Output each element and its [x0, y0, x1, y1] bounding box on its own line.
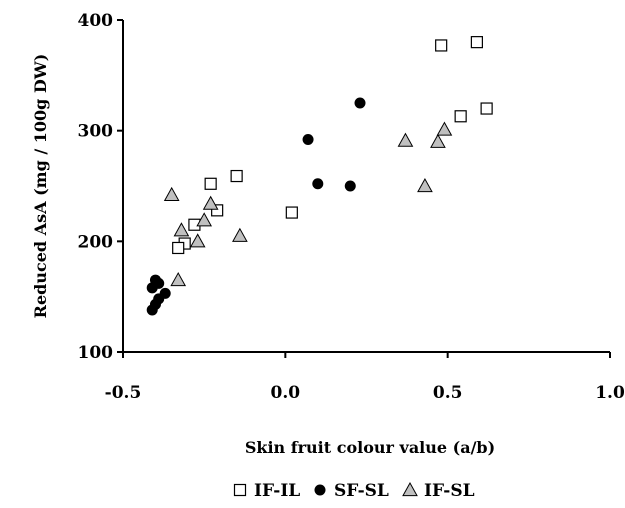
axes — [122, 20, 610, 353]
data-point-if-sl — [397, 132, 414, 147]
x-tick-label: 0.5 — [433, 383, 463, 403]
legend-label-sf-sl: SF-SL — [334, 481, 389, 501]
data-point-if-il — [285, 206, 298, 219]
y-tick-label: 300 — [78, 122, 114, 142]
data-point-if-sl — [232, 227, 248, 242]
data-point-if-il — [454, 110, 467, 123]
y-tick-label: 100 — [78, 343, 114, 363]
data-points — [146, 36, 493, 316]
ticks: -0.5 0.0 0.5 1.0 100 200 300 400 — [78, 11, 625, 403]
y-tick-label: 200 — [78, 232, 114, 252]
legend-marker-if-sl — [402, 481, 418, 497]
data-point-sf-sl — [312, 178, 324, 190]
legend-marker-sf-sl — [314, 484, 326, 496]
x-axis-title: Skin fruit colour value (a/b) — [245, 438, 495, 457]
data-point-if-il — [172, 241, 185, 255]
data-point-sf-sl — [302, 134, 314, 146]
data-point-sf-sl — [344, 180, 356, 192]
data-point-if-sl — [202, 195, 219, 210]
data-point-sf-sl — [146, 304, 158, 316]
y-tick-label: 400 — [78, 11, 114, 31]
data-point-if-il — [480, 102, 493, 115]
data-point-if-sl — [163, 186, 180, 201]
data-point-if-sl — [170, 272, 187, 287]
data-point-if-sl — [417, 177, 433, 193]
legend: IF-IL SF-SL IF-SL — [233, 481, 475, 501]
data-point-if-sl — [173, 222, 190, 237]
data-point-if-sl — [436, 121, 453, 136]
data-point-if-il — [211, 204, 224, 217]
legend-label-if-il: IF-IL — [254, 481, 300, 501]
x-tick-label: -0.5 — [105, 383, 142, 403]
data-point-if-sl — [430, 133, 446, 148]
data-point-if-sl — [189, 233, 206, 248]
legend-label-if-sl: IF-SL — [424, 481, 475, 501]
data-point-if-sl — [196, 212, 213, 227]
data-point-if-il — [470, 36, 483, 49]
x-tick-label: 0.0 — [271, 383, 301, 403]
y-axis-title: Reduced AsA (mg / 100g DW) — [31, 54, 50, 319]
data-point-sf-sl — [354, 97, 366, 109]
data-point-if-il — [204, 177, 217, 190]
data-point-sf-sl — [146, 282, 158, 294]
data-point-if-il — [435, 39, 448, 52]
x-tick-label: 1.0 — [595, 383, 625, 403]
data-point-if-il — [230, 169, 243, 183]
legend-marker-if-il — [233, 483, 247, 497]
